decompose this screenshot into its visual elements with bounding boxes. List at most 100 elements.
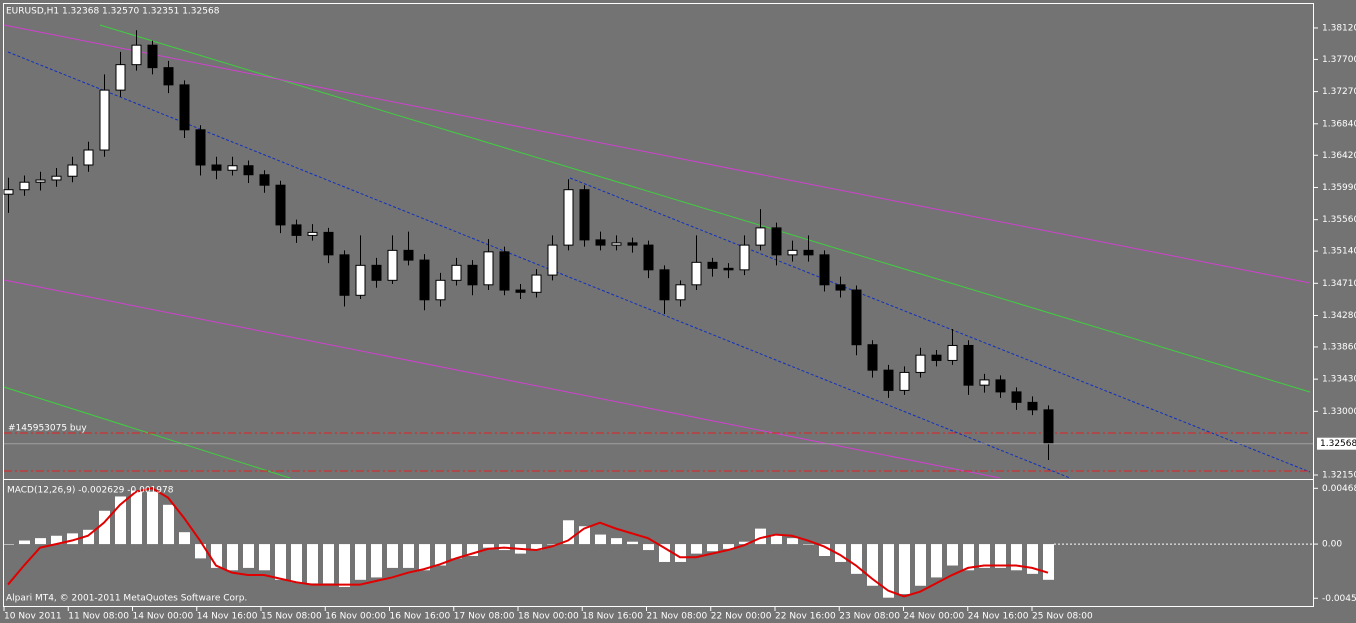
y-tick-label: 1.32150 — [1322, 471, 1356, 481]
candle-body — [83, 149, 94, 166]
candle-body — [771, 227, 782, 256]
x-tick-label: 17 Nov 08:00 — [454, 612, 515, 622]
y-tick-label: 1.33430 — [1322, 375, 1356, 385]
histogram-bar — [19, 540, 30, 545]
candle-body — [707, 261, 718, 269]
histogram-bar — [435, 544, 446, 566]
candle-body — [387, 249, 398, 281]
candle-body — [19, 181, 30, 191]
candle-body — [291, 224, 302, 236]
x-tick-label: 25 Nov 08:00 — [1032, 612, 1093, 622]
histogram-bar — [1043, 544, 1054, 580]
y-tick-label: 1.34280 — [1322, 311, 1356, 321]
indicator-title: MACD(12,26,9) -0.002629 -0.001978 — [7, 486, 174, 496]
candle-body — [1027, 401, 1038, 411]
candle-body — [99, 89, 110, 151]
candle-body — [915, 354, 926, 373]
histogram-bar — [563, 520, 574, 545]
histogram-bar — [947, 544, 958, 566]
y-tick-label: 1.33000 — [1322, 407, 1356, 417]
y-tick-label: 1.37270 — [1322, 87, 1356, 97]
y-tick-label: 1.33860 — [1322, 342, 1356, 352]
x-tick-label: 22 Nov 16:00 — [775, 612, 836, 622]
y-tick-label: 1.35140 — [1322, 247, 1356, 257]
histogram-bar — [659, 544, 670, 562]
y-tick-label: -0.00455 — [1322, 594, 1356, 604]
candle-body — [963, 344, 974, 386]
histogram-bar — [723, 544, 734, 549]
x-tick-label: 16 Nov 00:00 — [325, 612, 386, 622]
candle-body — [483, 251, 494, 286]
candle-body — [499, 251, 510, 291]
histogram-bar — [1027, 544, 1038, 574]
histogram-bar — [579, 526, 590, 545]
frame — [3, 3, 1314, 607]
histogram-bar — [627, 541, 638, 545]
candle-body — [995, 379, 1006, 393]
candle-body — [579, 189, 590, 241]
order-label: #145953075 buy — [8, 424, 87, 434]
candle-body — [755, 227, 766, 246]
candle-body — [691, 261, 702, 286]
candle-body — [179, 84, 190, 131]
signal-line — [7, 487, 1049, 598]
histogram-bar — [931, 544, 942, 578]
histogram-bar — [67, 533, 78, 545]
candle-body — [259, 174, 270, 186]
histogram-bar — [851, 544, 862, 574]
histogram-bar — [819, 544, 830, 556]
candle-body — [67, 164, 78, 177]
candle-body — [163, 67, 174, 86]
histogram-bar — [995, 544, 1006, 568]
histogram-bar — [531, 544, 542, 551]
histogram-bar — [451, 544, 462, 559]
candle-body — [131, 44, 142, 66]
histogram-bar — [259, 544, 270, 571]
candle-body — [883, 369, 894, 391]
candle-body — [451, 264, 462, 281]
trend-line — [99, 24, 1311, 393]
histogram-bar — [307, 544, 318, 584]
x-tick-label: 14 Nov 00:00 — [133, 612, 194, 622]
candle-body — [835, 284, 846, 291]
candle-body — [35, 179, 46, 183]
histogram-bar — [387, 544, 398, 568]
histogram-bar — [131, 490, 142, 545]
histogram-bar — [35, 538, 46, 545]
histogram-bar — [83, 529, 94, 545]
candle-body — [1043, 409, 1054, 445]
x-tick-label: 16 Nov 16:00 — [390, 612, 451, 622]
trend-line — [569, 177, 1311, 473]
candle-body — [595, 239, 606, 246]
chart-title: EURUSD,H1 1.32368 1.32570 1.32351 1.3256… — [6, 7, 220, 17]
candle-body — [371, 264, 382, 281]
x-tick-label: 11 Nov 08:00 — [68, 612, 129, 622]
candle-body — [979, 379, 990, 386]
histogram-bar — [179, 532, 190, 545]
x-tick-label: 18 Nov 16:00 — [582, 612, 643, 622]
candle-body — [1011, 391, 1022, 403]
histogram-bar — [915, 544, 926, 586]
candle-body — [819, 254, 830, 286]
candle-body — [643, 244, 654, 271]
histogram-bar — [339, 544, 350, 587]
histogram-bar — [195, 544, 206, 559]
candle-body — [563, 189, 574, 246]
current-price-box — [1317, 437, 1356, 450]
y-tick-label: 1.36420 — [1322, 151, 1356, 161]
y-tick-label: 0.00 — [1322, 540, 1342, 550]
trend-line — [3, 386, 291, 479]
histogram-bar — [755, 528, 766, 545]
histogram-bar — [867, 544, 878, 586]
candle-body — [931, 354, 942, 361]
trend-lines — [3, 24, 1311, 479]
histogram-bar — [643, 544, 654, 551]
candle-body — [275, 184, 286, 226]
candle-body — [435, 279, 446, 301]
candle-body — [211, 164, 222, 171]
candle-body — [339, 254, 350, 296]
candle-body — [899, 371, 910, 391]
candle-body — [659, 269, 670, 301]
histogram-bar — [243, 544, 254, 568]
